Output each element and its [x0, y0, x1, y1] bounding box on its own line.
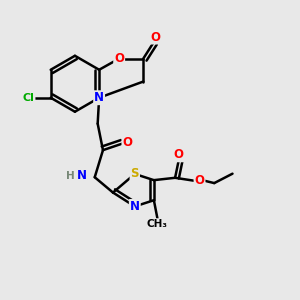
Text: N: N	[77, 169, 87, 182]
Text: CH₃: CH₃	[147, 219, 168, 229]
Text: N: N	[94, 91, 104, 104]
Text: O: O	[114, 52, 124, 65]
Text: O: O	[122, 136, 132, 149]
Text: Cl: Cl	[23, 93, 34, 103]
Text: S: S	[130, 167, 139, 180]
Text: O: O	[150, 31, 160, 44]
Text: O: O	[194, 174, 205, 187]
Text: N: N	[130, 200, 140, 213]
Text: O: O	[174, 148, 184, 161]
Text: H: H	[66, 171, 75, 181]
